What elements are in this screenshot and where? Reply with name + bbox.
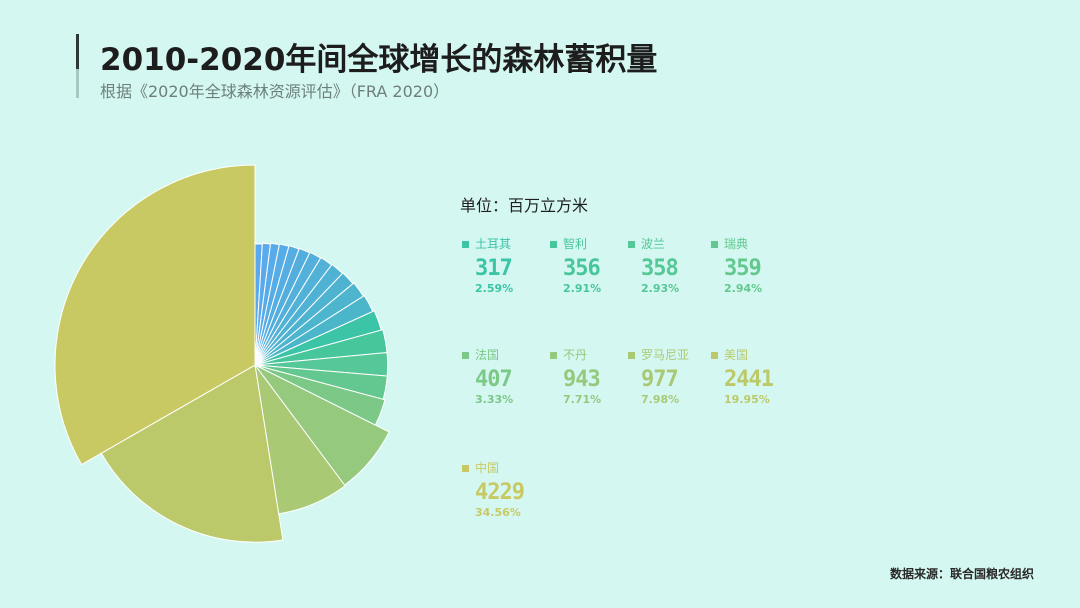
- legend-entry: 法国 407 3.33%: [462, 348, 552, 407]
- legend-label: 法国: [475, 348, 500, 362]
- legend-label: 智利: [563, 237, 588, 251]
- legend-swatch-icon: [462, 352, 469, 359]
- legend-percent: 34.56%: [475, 506, 521, 519]
- legend-label: 瑞典: [724, 237, 749, 251]
- legend-name: 波兰: [628, 237, 718, 252]
- legend-entry: 不丹 943 7.71%: [550, 348, 640, 407]
- legend-label: 不丹: [563, 348, 588, 362]
- legend-entry: 波兰 358 2.93%: [628, 237, 718, 296]
- legend-swatch-icon: [462, 241, 469, 248]
- legend-value: 943: [563, 367, 601, 392]
- legend-entry: 中国 4229 34.56%: [462, 461, 552, 520]
- legend-swatch-icon: [711, 241, 718, 248]
- legend-label: 土耳其: [475, 237, 512, 251]
- legend-swatch-icon: [550, 352, 557, 359]
- legend-value: 317: [475, 256, 513, 281]
- legend-entry: 罗马尼亚 977 7.98%: [628, 348, 718, 407]
- legend-entry: 智利 356 2.91%: [550, 237, 640, 296]
- legend-entry: 瑞典 359 2.94%: [711, 237, 801, 296]
- legend-name: 智利: [550, 237, 640, 252]
- legend-value: 407: [475, 367, 513, 392]
- legend-swatch-icon: [628, 352, 635, 359]
- legend-swatch-icon: [628, 241, 635, 248]
- legend-percent: 7.71%: [563, 393, 602, 406]
- title-accent-bar: [76, 34, 79, 98]
- legend-label: 中国: [475, 461, 500, 475]
- legend-value: 4229: [475, 480, 525, 505]
- data-source: 数据来源：联合国粮农组织: [889, 567, 1034, 581]
- legend-percent: 2.59%: [475, 282, 514, 295]
- legend-label: 美国: [724, 348, 749, 362]
- legend-entry: 美国 2441 19.95%: [711, 348, 801, 407]
- legend-name: 罗马尼亚: [628, 348, 718, 363]
- legend-value: 358: [641, 256, 679, 281]
- legend-percent: 19.95%: [724, 393, 770, 406]
- legend-percent: 7.98%: [641, 393, 680, 406]
- legend-value: 2441: [724, 367, 774, 392]
- legend-label: 波兰: [641, 237, 666, 251]
- legend-value: 356: [563, 256, 601, 281]
- pie-slice-9: [54, 164, 256, 466]
- legend-percent: 2.91%: [563, 282, 602, 295]
- legend-percent: 2.93%: [641, 282, 680, 295]
- page-title: 2010-2020年间全球增长的森林蓄积量: [100, 42, 658, 78]
- legend-percent: 2.94%: [724, 282, 763, 295]
- legend-name: 法国: [462, 348, 552, 363]
- legend-name: 瑞典: [711, 237, 801, 252]
- legend-swatch-icon: [462, 465, 469, 472]
- legend-name: 土耳其: [462, 237, 552, 252]
- legend-label: 罗马尼亚: [641, 348, 690, 362]
- legend-name: 美国: [711, 348, 801, 363]
- unit-label: 单位：百万立方米: [460, 196, 589, 215]
- legend-percent: 3.33%: [475, 393, 514, 406]
- legend-swatch-icon: [550, 241, 557, 248]
- legend-name: 中国: [462, 461, 552, 476]
- legend-value: 977: [641, 367, 679, 392]
- legend-value: 359: [724, 256, 762, 281]
- legend-swatch-icon: [711, 352, 718, 359]
- legend-name: 不丹: [550, 348, 640, 363]
- page-subtitle: 根据《2020年全球森林资源评估》（FRA 2020）: [100, 82, 450, 101]
- pie-slice-8: [100, 364, 284, 543]
- legend-entry: 土耳其 317 2.59%: [462, 237, 552, 296]
